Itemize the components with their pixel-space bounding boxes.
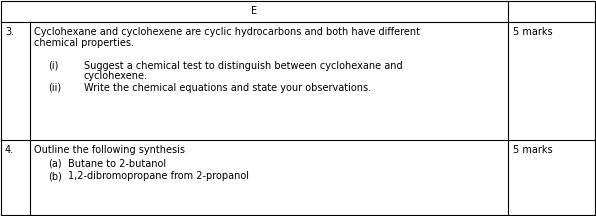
Text: cyclohexene.: cyclohexene. xyxy=(84,71,148,81)
Text: (i): (i) xyxy=(48,61,58,71)
Text: 5 marks: 5 marks xyxy=(513,145,552,155)
Text: chemical properties.: chemical properties. xyxy=(34,38,134,48)
Text: (ii): (ii) xyxy=(48,83,61,93)
Text: 3.: 3. xyxy=(5,27,14,37)
Text: 5 marks: 5 marks xyxy=(513,27,552,37)
Text: 4.: 4. xyxy=(5,145,14,155)
Text: (a): (a) xyxy=(48,159,61,169)
Text: (b): (b) xyxy=(48,171,62,181)
Text: 1,2-dibromopropane from 2-propanol: 1,2-dibromopropane from 2-propanol xyxy=(68,171,249,181)
Text: Suggest a chemical test to distinguish between cyclohexane and: Suggest a chemical test to distinguish b… xyxy=(84,61,403,71)
Text: E: E xyxy=(252,6,257,16)
Text: Outline the following synthesis: Outline the following synthesis xyxy=(34,145,185,155)
Text: Butane to 2-butanol: Butane to 2-butanol xyxy=(68,159,166,169)
Text: Write the chemical equations and state your observations.: Write the chemical equations and state y… xyxy=(84,83,371,93)
Text: Cyclohexane and cyclohexene are cyclic hydrocarbons and both have different: Cyclohexane and cyclohexene are cyclic h… xyxy=(34,27,420,37)
